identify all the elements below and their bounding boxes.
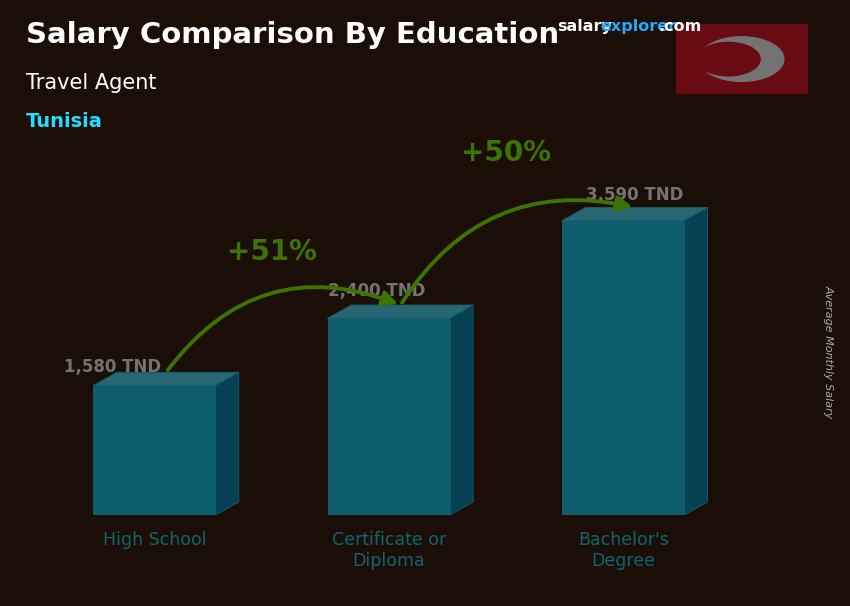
Text: 1,580 TND: 1,580 TND [64,358,161,376]
Polygon shape [94,385,215,515]
Polygon shape [328,318,450,515]
Text: +50%: +50% [461,139,551,167]
FancyArrowPatch shape [402,198,628,302]
Text: Tunisia: Tunisia [26,112,102,131]
Text: salary: salary [557,19,612,35]
FancyArrowPatch shape [167,287,394,370]
Polygon shape [215,372,239,515]
Circle shape [697,42,760,76]
Polygon shape [328,305,473,318]
Text: +51%: +51% [227,238,316,266]
Circle shape [700,37,784,81]
Text: Salary Comparison By Education: Salary Comparison By Education [26,21,558,49]
Polygon shape [562,221,684,515]
Polygon shape [94,372,239,385]
Text: Travel Agent: Travel Agent [26,73,156,93]
Text: ★: ★ [747,51,762,67]
Text: Average Monthly Salary: Average Monthly Salary [824,285,834,418]
Text: explorer: explorer [600,19,677,35]
Polygon shape [450,305,473,515]
Text: 2,400 TND: 2,400 TND [328,282,426,300]
Polygon shape [562,207,707,221]
Text: 3,590 TND: 3,590 TND [586,186,683,204]
Polygon shape [684,207,707,515]
Text: .com: .com [659,19,702,35]
